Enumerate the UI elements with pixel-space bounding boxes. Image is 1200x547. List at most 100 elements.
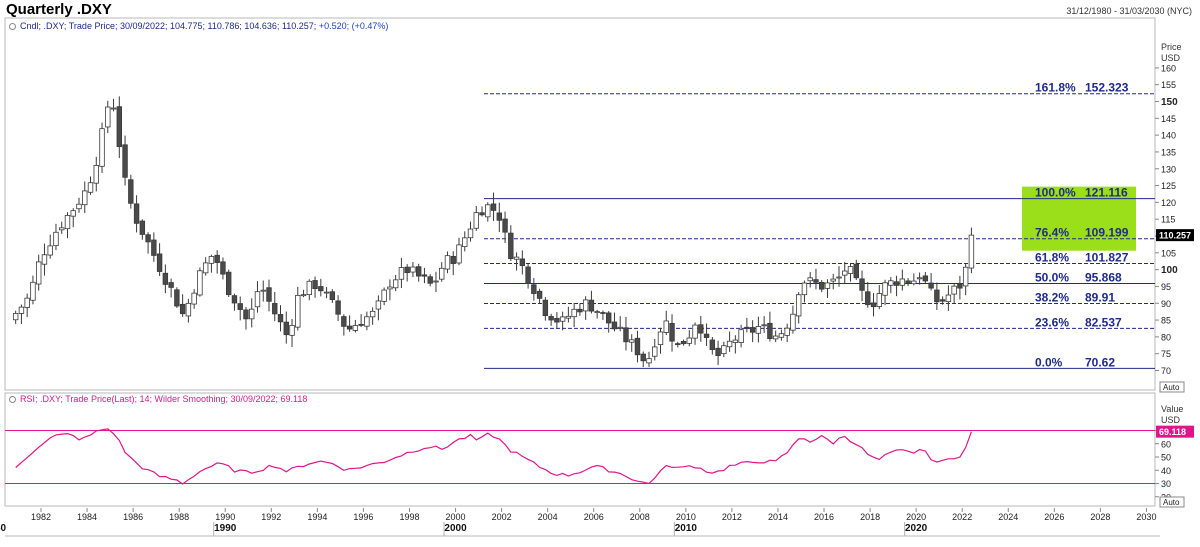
decade-label: 2000 bbox=[444, 523, 467, 534]
candle-body bbox=[358, 323, 364, 326]
fib-level-value: 109.199 bbox=[1085, 226, 1129, 240]
x-tick-label: 1982 bbox=[31, 512, 51, 522]
candle-body bbox=[968, 234, 975, 269]
x-tick-label: 2028 bbox=[1090, 512, 1110, 522]
price-tick-label: 150 bbox=[1161, 97, 1178, 108]
x-tick-label: 1988 bbox=[169, 512, 189, 522]
candle-body bbox=[473, 212, 479, 229]
chart-title: Quarterly .DXY bbox=[6, 1, 112, 18]
candle-body bbox=[346, 325, 353, 330]
rsi-last-value-marker bbox=[1156, 425, 1194, 438]
candle-body bbox=[721, 345, 727, 355]
candle-body bbox=[295, 294, 301, 328]
candle-body bbox=[254, 291, 261, 308]
price-axis-unit: USD bbox=[1161, 53, 1181, 63]
candle-body bbox=[179, 303, 186, 315]
candle-body bbox=[922, 275, 929, 282]
price-auto-label: Auto bbox=[1163, 383, 1180, 392]
candle-body bbox=[559, 316, 566, 322]
candle-body bbox=[761, 324, 767, 327]
candle-body bbox=[795, 294, 802, 317]
candle-body bbox=[24, 297, 30, 308]
candle-body bbox=[496, 212, 502, 221]
candle-body bbox=[467, 228, 474, 239]
candle-body bbox=[410, 266, 416, 273]
candle-body bbox=[893, 281, 900, 286]
price-tick-label: 90 bbox=[1161, 299, 1171, 309]
x-tick-label: 2002 bbox=[492, 512, 512, 522]
rsi-axis-title: Value bbox=[1161, 404, 1183, 414]
candle-body bbox=[439, 267, 445, 280]
x-tick-label: 2024 bbox=[998, 512, 1018, 522]
candle-body bbox=[525, 266, 531, 284]
fib-level-pct: 76.4% bbox=[1035, 226, 1069, 240]
decade-label: 1990 bbox=[214, 523, 237, 534]
price-tick-label: 160 bbox=[1161, 63, 1176, 73]
decade-label: 2020 bbox=[905, 523, 928, 534]
price-tick-label: 80 bbox=[1161, 332, 1171, 342]
candle-body bbox=[876, 293, 882, 307]
candle-body bbox=[565, 315, 572, 319]
candle-body bbox=[76, 203, 82, 210]
fib-level-value: 82.537 bbox=[1085, 315, 1122, 329]
candle-body bbox=[784, 327, 790, 336]
legend-toggle-icon[interactable] bbox=[9, 395, 16, 403]
candle-body bbox=[214, 254, 220, 263]
x-tick-label: 2010 bbox=[676, 512, 696, 522]
candle-body bbox=[53, 231, 59, 247]
candle-body bbox=[772, 335, 779, 340]
candle-body bbox=[168, 282, 174, 288]
fib-level-value: 70.62 bbox=[1085, 355, 1115, 369]
price-tick-label: 120 bbox=[1161, 198, 1176, 208]
rsi-tick-label: 60 bbox=[1161, 439, 1171, 449]
price-tick-label: 100 bbox=[1161, 265, 1178, 276]
x-tick-label: 1990 bbox=[215, 512, 235, 522]
candle-body bbox=[629, 339, 635, 343]
candle-body bbox=[536, 290, 543, 299]
candle-body bbox=[231, 295, 238, 304]
candle-body bbox=[249, 308, 255, 320]
candle-body bbox=[277, 314, 284, 323]
candle-body bbox=[692, 324, 698, 339]
candle-body bbox=[387, 286, 393, 290]
candle-body bbox=[899, 278, 906, 286]
legend-toggle-icon[interactable] bbox=[9, 22, 16, 30]
candle-body bbox=[381, 289, 387, 302]
candle-body bbox=[582, 299, 589, 312]
candle-body bbox=[35, 261, 42, 285]
x-tick-label: 1998 bbox=[399, 512, 419, 522]
candle-body bbox=[404, 266, 410, 274]
candle-body bbox=[715, 347, 721, 357]
candle-body bbox=[300, 294, 307, 297]
date-range-label[interactable]: 31/12/1980 - 31/03/2030 (NYC) bbox=[1066, 6, 1192, 16]
candle-body bbox=[151, 239, 157, 256]
candle-body bbox=[934, 289, 940, 303]
candle-body bbox=[128, 179, 134, 204]
candle-body bbox=[260, 289, 266, 292]
x-tick-label: 2006 bbox=[584, 512, 604, 522]
candle-body bbox=[208, 256, 215, 264]
candle-body bbox=[830, 278, 836, 282]
candle-body bbox=[531, 284, 537, 294]
candle-body bbox=[415, 266, 422, 277]
candle-body bbox=[634, 337, 641, 356]
price-tick-label: 155 bbox=[1161, 80, 1176, 90]
fib-level-value: 152.323 bbox=[1085, 81, 1129, 95]
candle-body bbox=[323, 291, 330, 294]
candle-body bbox=[329, 291, 336, 301]
candle-body bbox=[197, 270, 203, 296]
x-tick-label: 2012 bbox=[722, 512, 742, 522]
candle-body bbox=[732, 339, 739, 343]
candle-body bbox=[99, 128, 105, 167]
candle-body bbox=[450, 256, 456, 264]
candle-body bbox=[12, 313, 19, 321]
x-tick-label: 2020 bbox=[906, 512, 926, 522]
candle-body bbox=[508, 232, 514, 260]
candle-body bbox=[738, 329, 744, 343]
candle-body bbox=[617, 326, 623, 329]
candle-body bbox=[145, 234, 151, 243]
candle-body bbox=[93, 165, 99, 184]
x-tick-label: 1992 bbox=[261, 512, 281, 522]
